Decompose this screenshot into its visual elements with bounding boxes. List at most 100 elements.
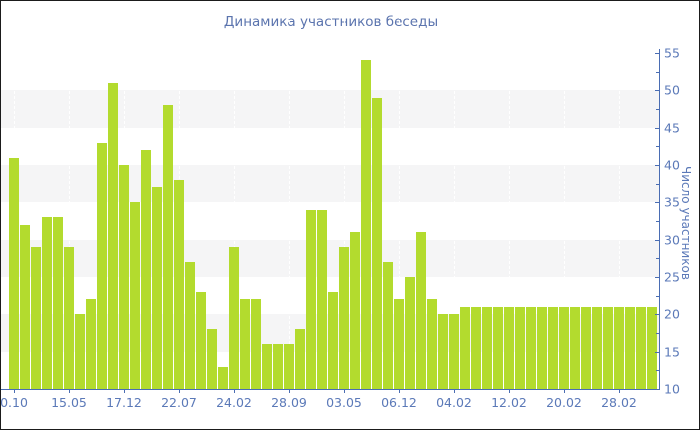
- x-tick-label: 28.02: [601, 395, 637, 410]
- bar: [581, 306, 591, 389]
- bar: [625, 306, 635, 389]
- bar: [504, 306, 514, 389]
- bar: [350, 232, 360, 389]
- bar: [163, 105, 173, 389]
- bar: [9, 157, 19, 389]
- bar: [31, 247, 41, 389]
- y-tick-major: [655, 277, 660, 278]
- x-tick: [14, 390, 15, 393]
- y-tick-major: [655, 351, 660, 353]
- bar: [119, 165, 129, 389]
- y-tick-minor: [656, 258, 659, 260]
- x-tick: [619, 390, 620, 393]
- bar: [240, 299, 250, 389]
- bar: [449, 314, 459, 389]
- vertical-gridline: [619, 1, 620, 389]
- bar: [526, 306, 536, 389]
- bar: [185, 262, 195, 389]
- bar: [592, 306, 602, 389]
- y-tick-minor: [656, 333, 659, 334]
- y-axis-title: Число участников: [679, 166, 693, 280]
- y-tick-minor: [656, 71, 659, 73]
- x-tick-label: 24.02: [216, 395, 252, 410]
- x-tick: [69, 390, 70, 393]
- y-tick-minor: [656, 221, 659, 222]
- bar: [614, 306, 624, 389]
- bar: [471, 306, 481, 389]
- bar: [570, 306, 580, 389]
- bar: [636, 306, 646, 389]
- y-tick-minor: [656, 183, 659, 185]
- vertical-gridline: [564, 1, 565, 389]
- bar: [427, 299, 437, 389]
- y-tick-label: 45: [664, 120, 680, 136]
- bar: [603, 306, 613, 389]
- x-tick: [564, 390, 565, 393]
- y-tick-minor: [656, 295, 659, 297]
- vertical-gridline: [344, 1, 345, 389]
- bar: [229, 247, 239, 389]
- vertical-gridline: [454, 1, 455, 389]
- x-tick-label: 06.12: [381, 395, 417, 410]
- bar: [438, 314, 448, 389]
- y-tick-minor: [656, 146, 659, 148]
- y-tick-label: 40: [664, 157, 680, 173]
- bar: [130, 202, 140, 389]
- y-tick-label: 25: [664, 269, 680, 285]
- y-tick-major: [655, 239, 660, 241]
- y-tick-major: [655, 90, 660, 92]
- vertical-gridline: [399, 1, 400, 389]
- bar: [493, 306, 503, 389]
- chart-title: Динамика участников беседы: [223, 14, 439, 30]
- x-tick-label: 17.12: [106, 395, 142, 410]
- bar: [108, 82, 118, 389]
- bar: [53, 217, 63, 389]
- bar: [515, 306, 525, 389]
- bar: [152, 187, 162, 389]
- bar: [482, 306, 492, 389]
- x-tick: [454, 390, 455, 393]
- x-tick: [289, 390, 290, 393]
- bar: [537, 306, 547, 389]
- x-tick: [344, 390, 345, 393]
- y-tick-major: [655, 202, 660, 204]
- x-tick: [399, 390, 400, 393]
- vertical-gridline: [289, 1, 290, 389]
- y-tick-label: 50: [664, 82, 680, 98]
- bar: [97, 142, 107, 389]
- y-tick-minor: [656, 370, 659, 372]
- bar: [394, 299, 404, 389]
- y-tick-major: [655, 165, 660, 166]
- bar: [207, 329, 217, 389]
- bar: [460, 306, 470, 389]
- y-tick-label: 55: [664, 45, 680, 61]
- bar: [20, 224, 30, 389]
- bar: [75, 314, 85, 389]
- y-tick-major: [655, 53, 660, 54]
- bar: [251, 299, 261, 389]
- bar: [559, 306, 569, 389]
- vertical-gridline: [234, 1, 235, 389]
- y-tick-minor: [656, 109, 659, 110]
- bar: [218, 366, 228, 389]
- grid-band: [1, 90, 659, 128]
- bar: [295, 329, 305, 389]
- y-tick-major: [655, 389, 660, 390]
- bar: [64, 247, 74, 389]
- bar: [383, 262, 393, 389]
- bar: [86, 299, 96, 389]
- bar: [416, 232, 426, 389]
- bar: [262, 344, 272, 389]
- bar: [647, 306, 657, 389]
- bar: [405, 277, 415, 389]
- bar: [42, 217, 52, 389]
- bar: [141, 150, 151, 389]
- bar: [284, 344, 294, 389]
- bar: [174, 179, 184, 389]
- bar: [306, 209, 316, 389]
- x-axis-line: [1, 389, 660, 390]
- x-tick-label: 04.02: [436, 395, 472, 410]
- y-axis-line: [659, 49, 660, 390]
